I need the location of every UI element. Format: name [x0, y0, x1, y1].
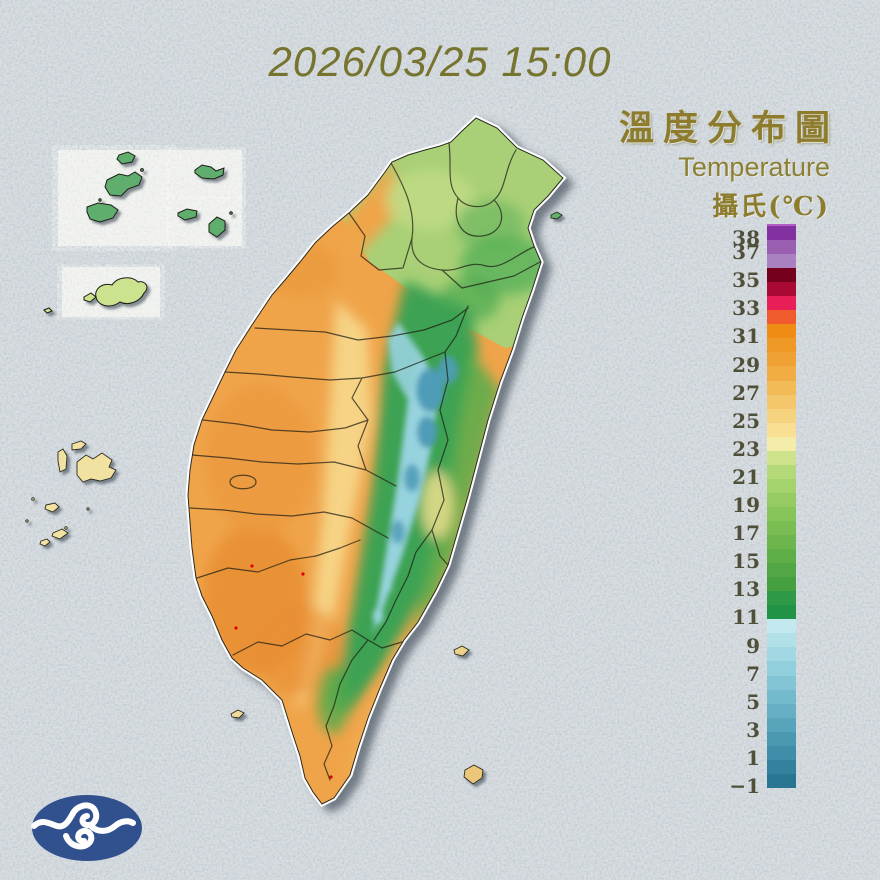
colorbar-segment: [767, 338, 796, 353]
colorbar-segment: [767, 268, 796, 283]
colorbar-segment: [767, 745, 796, 760]
island: [86, 202, 119, 223]
guishan-islet: [550, 211, 563, 220]
island: [177, 208, 198, 221]
legend-title-zh: 溫度分布圖: [618, 108, 839, 149]
colorbar-tick-label: 33: [732, 296, 760, 321]
cwb-logo: [31, 795, 142, 861]
colorbar-tick-label: 15: [732, 549, 760, 574]
colorbar-tick-label: 31: [732, 324, 760, 349]
colorbar-segment: [767, 647, 796, 662]
colorbar-tick-label: 11: [732, 605, 760, 630]
colorbar-segment: [767, 422, 796, 437]
colorbar-tick-label: 25: [732, 408, 760, 433]
county-boundaries: [189, 142, 541, 781]
liuqiu-islet: [230, 709, 245, 719]
colorbar-tick-label: 3: [746, 717, 760, 742]
colorbar-tick-label: 29: [732, 352, 760, 377]
colorbar-tick-label: 38: [732, 226, 760, 251]
colorbar-segment: [767, 703, 796, 718]
colorbar-segment: [767, 773, 796, 788]
colorbar-segment: [767, 675, 796, 690]
colorbar-segment: [767, 759, 796, 774]
colorbar-segment: [767, 464, 796, 479]
colorbar-segment: [767, 380, 796, 395]
timestamp-title: 2026/03/25 15:00: [268, 38, 612, 85]
penghu-islands: [25, 440, 117, 547]
colorbar-segment: [767, 254, 796, 269]
colorbar-segment: [767, 394, 796, 409]
colorbar-segment: [767, 450, 796, 465]
colorbar-segment: [767, 366, 796, 381]
island: [194, 164, 225, 180]
colorbar-tick-label: 35: [732, 268, 760, 293]
colorbar-segment: [767, 408, 796, 423]
colorbar-tick-label: 13: [732, 577, 760, 602]
colorbar-segment: [767, 577, 796, 592]
colorbar-segment: [767, 324, 796, 339]
colorbar-tick-label: 23: [732, 436, 760, 461]
orchid-island: [463, 764, 484, 785]
colorbar-tick-label: 7: [746, 661, 760, 686]
colorbar-segment: [767, 633, 796, 648]
colorbar-tick-label: −1: [729, 774, 760, 798]
colorbar-tick-label: 5: [746, 689, 760, 714]
island: [43, 307, 53, 314]
offshore-islets: [230, 211, 563, 785]
colorbar-segment: [767, 296, 796, 311]
colorbar-tick-label: 19: [732, 493, 760, 517]
island: [104, 171, 143, 197]
colorbar-segment: [767, 717, 796, 732]
colorbar-tick-label: 1: [746, 745, 760, 770]
colorbar-segment: [767, 310, 796, 325]
kinmen-inset-box: [43, 267, 160, 317]
colorbar-segment: [767, 619, 796, 634]
matsu-inset-box: [58, 150, 242, 246]
green-island: [453, 645, 470, 657]
colorbar-segment: [767, 535, 796, 550]
cloud-swirl-icon: [31, 802, 136, 850]
colorbar-segment: [767, 492, 796, 507]
colorbar-segment: [767, 520, 796, 536]
station-hot-spots: [234, 564, 333, 779]
colorbar-tick-label: 37: [732, 240, 760, 265]
temperature-colorbar: [767, 224, 796, 788]
island: [95, 277, 148, 307]
island: [83, 292, 97, 303]
colorbar-tick-labels: 38 37 35 33 31 29 27 25 23 21 19 17 15 13 11 9 7 5 3 1 −1: [690, 224, 763, 804]
colorbar-segment: [767, 478, 796, 493]
legend-title-en: Temperature: [678, 152, 830, 182]
colorbar-segment: [767, 226, 796, 241]
colorbar-tick-label: 17: [732, 521, 760, 546]
colorbar-segment: [767, 549, 796, 564]
legend-unit-label: 攝氏(℃): [712, 192, 830, 222]
colorbar-tick-label: 21: [732, 464, 760, 489]
colorbar-segment: [767, 591, 796, 606]
colorbar-segment: [767, 731, 796, 746]
colorbar-segment: [767, 661, 796, 676]
colorbar-segment: [767, 282, 796, 297]
island: [208, 216, 226, 238]
colorbar-segment: [767, 689, 796, 704]
colorbar-segment: [767, 352, 796, 367]
colorbar-segment: [767, 240, 796, 255]
colorbar-tick-label: 9: [746, 633, 760, 658]
colorbar-segment: [767, 506, 796, 521]
colorbar-tick-label: 27: [732, 380, 760, 405]
island: [116, 151, 136, 165]
colorbar-segment: [767, 563, 796, 578]
colorbar-segment: [767, 605, 796, 620]
legend-heading: 溫度分布圖 Temperature 攝氏(℃): [619, 100, 830, 223]
colorbar-segment: [767, 436, 796, 451]
